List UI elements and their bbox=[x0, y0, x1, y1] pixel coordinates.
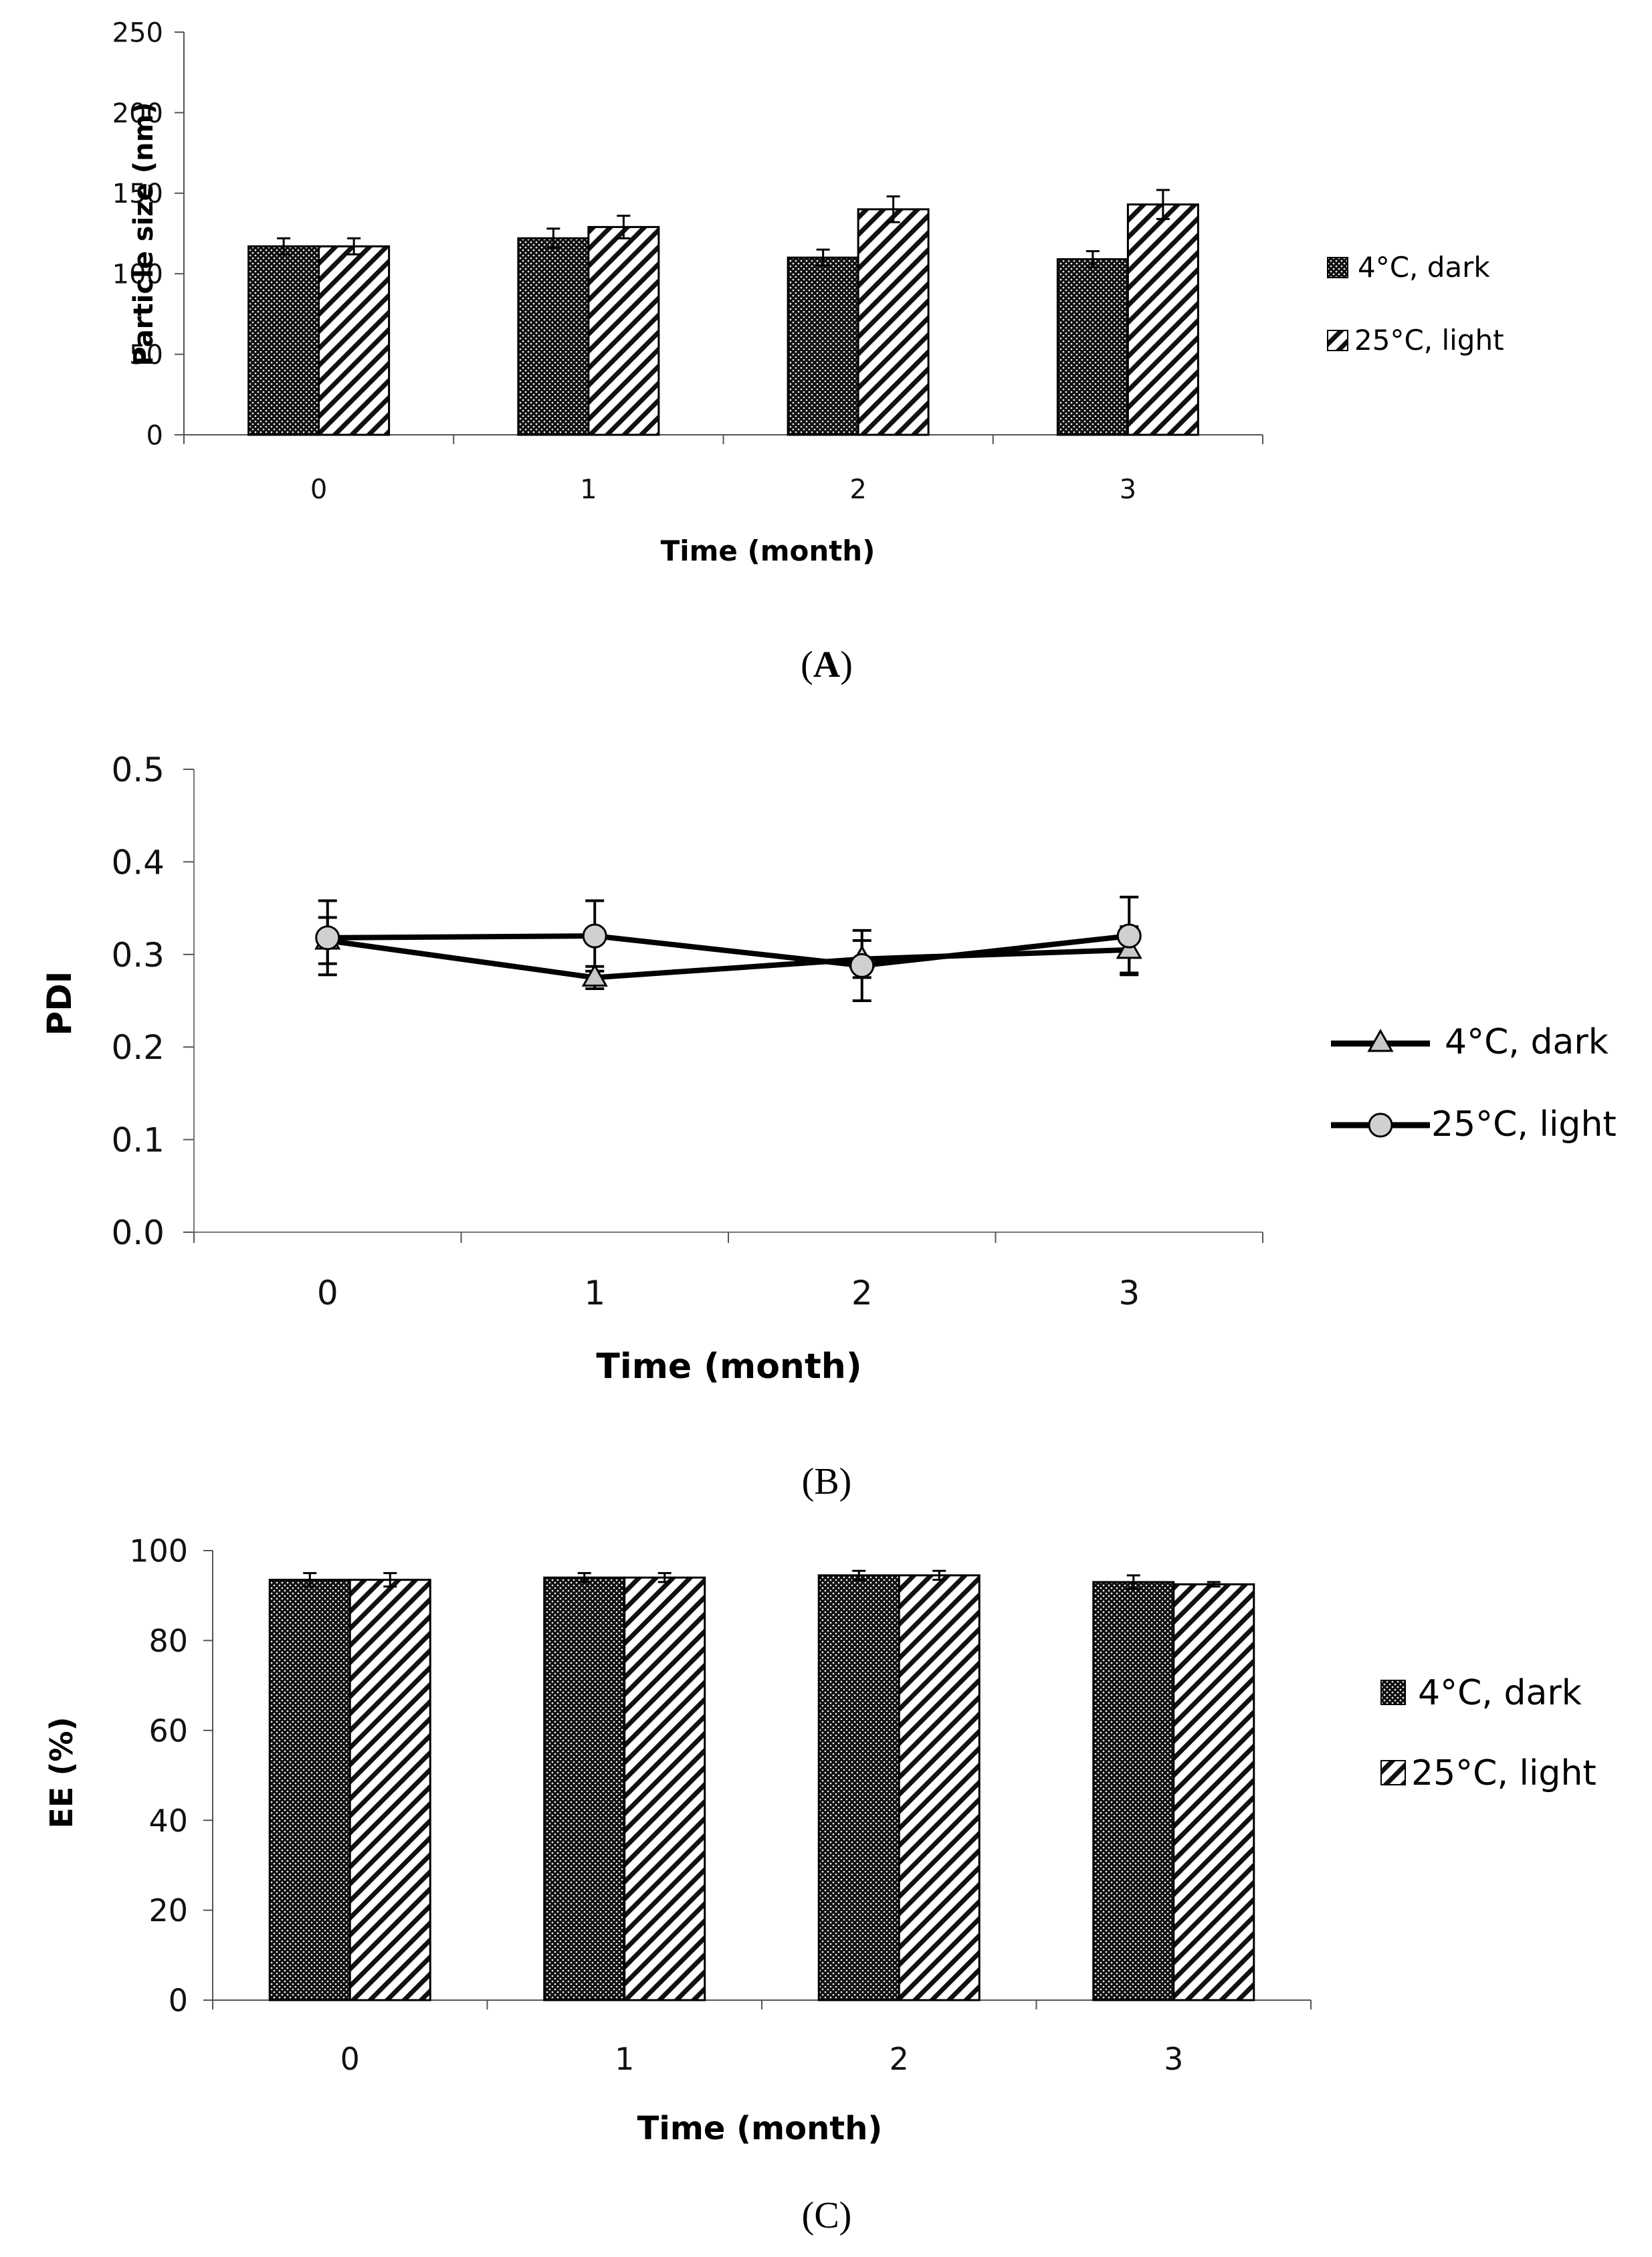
panel-b-ylabel: PDI bbox=[40, 971, 79, 1036]
bar-25c-light-t2 bbox=[857, 208, 930, 436]
point-25c-light-t3 bbox=[1116, 923, 1142, 949]
y-tick-label: 100 bbox=[129, 1533, 188, 1569]
point-25c-light-t1 bbox=[582, 923, 607, 949]
panel-c-ylabel: EE (%) bbox=[43, 1717, 80, 1829]
y-tick-label: 100 bbox=[112, 260, 163, 290]
y-tick-label: 0.5 bbox=[111, 751, 165, 789]
y-tick-label: 80 bbox=[148, 1623, 188, 1659]
error-bar-25c-light-t0 bbox=[347, 237, 361, 256]
y-tick-label: 0.1 bbox=[111, 1121, 165, 1160]
error-bar-25c-light-t1 bbox=[617, 215, 631, 239]
y-tick-label: 40 bbox=[148, 1803, 188, 1839]
error-bar-25c-light-t1 bbox=[657, 1572, 672, 1583]
legend-label-4c-dark: 4°C, dark bbox=[1445, 1022, 1609, 1062]
panel-c-legend: 4°C, dark 25°C, light bbox=[1380, 1673, 1596, 1793]
bar-25c-light-t2 bbox=[898, 1574, 980, 2001]
panel-a-legend: 4°C, dark 25°C, light bbox=[1327, 251, 1504, 357]
bar-25c-light-t0 bbox=[348, 1579, 431, 2001]
error-bar-4c-dark-t1 bbox=[577, 1572, 591, 1583]
error-bar-25c-light-t2 bbox=[886, 195, 900, 223]
bar-4c-dark-t2 bbox=[787, 256, 859, 436]
error-bar-4c-dark-t1 bbox=[546, 227, 560, 250]
panel-a-xlabel: Time (month) bbox=[661, 534, 875, 567]
x-tick-label: 2 bbox=[849, 474, 866, 505]
legend-label-4c-dark: 4°C, dark bbox=[1358, 251, 1490, 284]
bar-4c-dark-t3 bbox=[1056, 258, 1129, 436]
y-tick-label: 200 bbox=[112, 98, 163, 129]
legend-swatch-4c-dark bbox=[1327, 257, 1348, 278]
legend-label-4c-dark: 4°C, dark bbox=[1418, 1673, 1582, 1713]
y-tick-label: 0 bbox=[169, 1983, 188, 2019]
panel-b-caption: (B) bbox=[802, 1461, 852, 1502]
bar-25c-light-t1 bbox=[587, 225, 660, 436]
legend-marker-triangle bbox=[1367, 1028, 1394, 1052]
error-bar-25c-light-t2 bbox=[932, 1569, 946, 1581]
legend-label-25c-light: 25°C, light bbox=[1354, 324, 1504, 357]
y-tick-label: 50 bbox=[129, 340, 163, 371]
bar-4c-dark-t3 bbox=[1092, 1581, 1175, 2001]
legend-label-25c-light: 25°C, light bbox=[1431, 1104, 1617, 1145]
error-bar-4c-dark-t0 bbox=[303, 1572, 317, 1588]
y-tick-label: 0.0 bbox=[111, 1213, 165, 1252]
bar-25c-light-t3 bbox=[1172, 1583, 1255, 2001]
series-line-4c-dark bbox=[327, 938, 1130, 981]
x-tick-label: 2 bbox=[851, 1274, 873, 1312]
x-tick-label: 3 bbox=[1164, 2041, 1183, 2077]
panel-b-xlabel: Time (month) bbox=[596, 1347, 861, 1387]
bar-4c-dark-t0 bbox=[247, 245, 320, 436]
panel-c-caption: (C) bbox=[802, 2195, 852, 2236]
y-tick-label: 150 bbox=[112, 179, 163, 209]
series-line-25c-light bbox=[327, 933, 1130, 969]
bar-4c-dark-t0 bbox=[268, 1579, 351, 2001]
legend-marker-circle bbox=[1368, 1112, 1393, 1138]
x-tick-label: 0 bbox=[310, 474, 327, 505]
x-tick-label: 3 bbox=[1118, 1274, 1140, 1312]
bar-4c-dark-t1 bbox=[517, 237, 590, 436]
x-tick-label: 1 bbox=[584, 1274, 605, 1312]
point-4c-dark-t1 bbox=[581, 963, 608, 987]
x-tick-label: 2 bbox=[890, 2041, 909, 2077]
y-tick-label: 0 bbox=[146, 420, 163, 451]
error-bar-25c-light-t3 bbox=[1207, 1581, 1221, 1588]
x-tick-label: 1 bbox=[615, 2041, 634, 2077]
legend-label-25c-light: 25°C, light bbox=[1411, 1753, 1596, 1793]
y-tick-label: 0.2 bbox=[111, 1028, 165, 1067]
error-bar-25c-light-t0 bbox=[383, 1572, 397, 1588]
panel-a-caption: (A) bbox=[801, 644, 853, 686]
bar-4c-dark-t2 bbox=[817, 1574, 900, 2001]
panel-b-line-chart: 0.0 0.1 0.2 0.3 0.4 0.5 0 1 2 3 PDI Time (month)… bbox=[40, 751, 1617, 1502]
error-bar-4c-dark-t2 bbox=[852, 1569, 866, 1581]
y-tick-label: 60 bbox=[148, 1712, 188, 1749]
x-tick-label: 0 bbox=[317, 1274, 338, 1312]
error-bar-4c-dark-t0 bbox=[277, 237, 291, 256]
point-25c-light-t2 bbox=[849, 953, 875, 978]
y-tick-label: 0.3 bbox=[111, 936, 165, 975]
bar-25c-light-t0 bbox=[318, 245, 391, 436]
error-bar-4c-dark-t3 bbox=[1126, 1574, 1140, 1590]
legend-swatch-25c-light bbox=[1380, 1760, 1406, 1785]
panel-b-legend: 4°C, dark 25°C, light bbox=[1331, 1022, 1617, 1145]
panel-a-ylabel: Particle size (nm) bbox=[128, 102, 159, 367]
bar-4c-dark-t1 bbox=[543, 1576, 626, 2001]
bar-25c-light-t3 bbox=[1126, 203, 1199, 436]
y-tick-label: 250 bbox=[112, 17, 163, 48]
bar-25c-light-t1 bbox=[623, 1576, 706, 2001]
x-tick-label: 0 bbox=[340, 2041, 360, 2077]
error-bar-4c-dark-t3 bbox=[1086, 250, 1100, 269]
error-bar-25c-light-t3 bbox=[1156, 189, 1170, 220]
panel-c-bar-chart: 0 20 40 60 80 100 0 1 2 3 EE (%) Time (month) 4°… bbox=[43, 1533, 1596, 2236]
error-bar-4c-dark-t2 bbox=[816, 248, 830, 267]
legend-swatch-25c-light bbox=[1327, 330, 1348, 351]
panel-c-xlabel: Time (month) bbox=[637, 2110, 883, 2147]
legend-swatch-4c-dark bbox=[1380, 1680, 1406, 1705]
x-tick-label: 1 bbox=[580, 474, 597, 505]
y-tick-label: 0.4 bbox=[111, 843, 165, 882]
y-tick-label: 20 bbox=[148, 1892, 188, 1929]
point-25c-light-t0 bbox=[315, 925, 340, 951]
x-tick-label: 3 bbox=[1120, 474, 1136, 505]
